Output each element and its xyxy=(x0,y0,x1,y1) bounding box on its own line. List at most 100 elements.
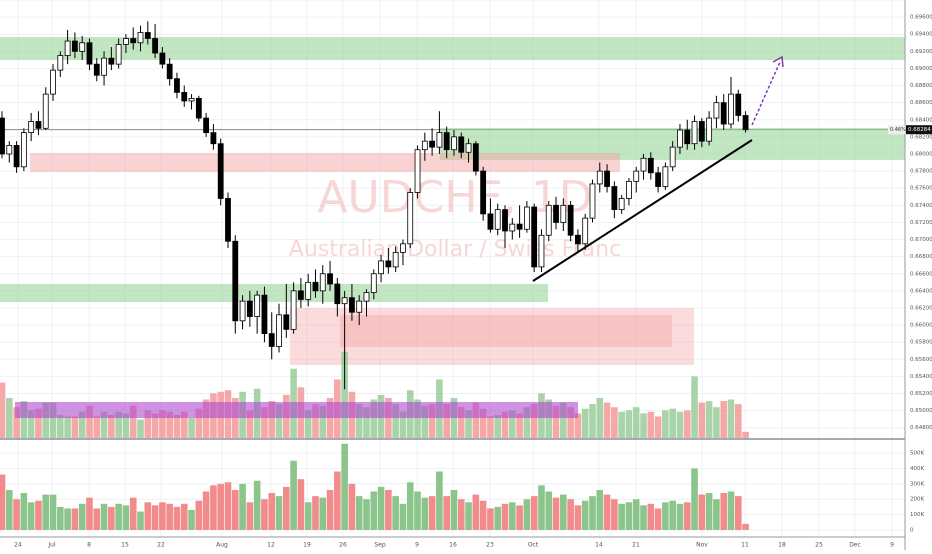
volume-overlay-bar xyxy=(523,407,531,438)
candle-body xyxy=(297,290,304,300)
volume-overlay-bar xyxy=(530,404,538,438)
volume-overlay-bar xyxy=(144,410,152,438)
x-tick-label: 15 xyxy=(121,542,129,549)
volume-tick-label: 100K xyxy=(910,512,924,518)
candle-body xyxy=(232,240,239,322)
candle-body xyxy=(647,157,654,174)
volume-overlay-bar xyxy=(545,399,553,438)
volume-bar xyxy=(210,485,217,530)
volume-bar xyxy=(640,505,647,530)
volume-bar xyxy=(647,503,655,530)
x-tick-label: 22 xyxy=(157,542,165,549)
volume-bar xyxy=(632,499,640,530)
volume-overlay-bar xyxy=(195,408,203,438)
candle-body xyxy=(480,170,487,215)
x-tick-label: 25 xyxy=(815,542,823,549)
candle-body xyxy=(720,102,727,125)
support-zone xyxy=(0,284,548,302)
volume-bar xyxy=(297,479,305,530)
candle-body xyxy=(516,223,523,230)
candle-body xyxy=(465,143,472,153)
candle-body xyxy=(327,273,333,285)
candle-body xyxy=(108,57,115,65)
volume-overlay-bar xyxy=(640,413,647,438)
x-tick-label: 24 xyxy=(14,542,22,549)
candle-body xyxy=(64,40,71,57)
candle-body xyxy=(276,314,282,347)
volume-bar xyxy=(618,503,625,530)
volume-overlay-bar xyxy=(57,414,64,438)
candle-body xyxy=(13,145,20,168)
volume-overlay-bar xyxy=(516,413,523,438)
candle-body xyxy=(210,132,217,145)
x-tick-label: Aug xyxy=(216,542,228,549)
volume-overlay-bar xyxy=(341,351,348,438)
volume-overlay-bar xyxy=(159,410,166,438)
volume-overlay-bar xyxy=(392,404,399,438)
candle-body xyxy=(239,300,246,322)
candle-body xyxy=(174,78,180,93)
volume-bar xyxy=(676,503,684,530)
volume-bar xyxy=(115,503,122,530)
volume-bar xyxy=(180,503,188,530)
volume-bar xyxy=(239,483,246,530)
volume-overlay-bar xyxy=(188,417,195,438)
candle-body xyxy=(669,146,676,168)
volume-overlay-bar xyxy=(589,404,596,438)
volume-overlay-bar xyxy=(180,411,188,438)
volume-bar xyxy=(334,471,341,530)
volume-bar xyxy=(275,496,283,530)
volume-bar xyxy=(122,505,130,530)
volume-bar xyxy=(436,471,443,530)
x-tick-label: 11 xyxy=(741,542,749,549)
candle-body xyxy=(713,102,720,119)
volume-bar xyxy=(691,468,698,530)
volume-overlay-bar xyxy=(487,416,494,438)
highlight-band xyxy=(15,402,578,418)
candle-body xyxy=(392,251,399,268)
candle-body xyxy=(50,69,56,95)
candle-body xyxy=(567,204,574,236)
volume-bar xyxy=(283,486,290,530)
volume-bar xyxy=(727,491,735,530)
volume-bar xyxy=(326,489,334,530)
volume-bar xyxy=(494,506,502,530)
candle-body xyxy=(618,198,625,210)
volume-tick-label: 300K xyxy=(910,481,924,487)
candle-body xyxy=(400,243,406,253)
volume-overlay-bar xyxy=(363,407,370,438)
candle-body xyxy=(319,273,326,292)
volume-overlay-bar xyxy=(669,408,676,438)
candle-body xyxy=(698,121,705,142)
candle-body xyxy=(640,157,647,172)
candle-body xyxy=(188,97,195,102)
resistance-zone xyxy=(0,37,905,60)
candle-body xyxy=(312,281,319,292)
x-tick-label: 9 xyxy=(890,542,894,549)
volume-bar xyxy=(341,443,348,530)
volume-bar xyxy=(253,480,261,530)
volume-bar xyxy=(5,489,13,530)
volume-bar xyxy=(720,493,728,530)
candle-body xyxy=(203,117,210,133)
volume-bar xyxy=(450,489,458,530)
candle-body xyxy=(626,180,632,199)
volume-overlay-bar xyxy=(5,397,13,438)
volume-bar xyxy=(552,497,560,530)
candle-body xyxy=(254,294,261,317)
y-tick-label: 0.66600 xyxy=(910,271,932,277)
volume-overlay-bar xyxy=(509,410,516,438)
candle-body xyxy=(436,132,443,148)
candle-body xyxy=(589,183,596,219)
volume-overlay-bar xyxy=(428,404,436,438)
volume-overlay-bar xyxy=(676,411,684,438)
volume-bar xyxy=(137,511,144,530)
volume-overlay-bar xyxy=(494,414,502,438)
volume-bar xyxy=(261,499,268,530)
volume-bar xyxy=(319,497,327,530)
volume-bar xyxy=(144,502,152,530)
x-tick-label: Jul xyxy=(47,542,56,549)
volume-overlay-bar xyxy=(261,407,268,438)
resistance-zone xyxy=(30,153,620,172)
candle-body xyxy=(217,143,224,199)
